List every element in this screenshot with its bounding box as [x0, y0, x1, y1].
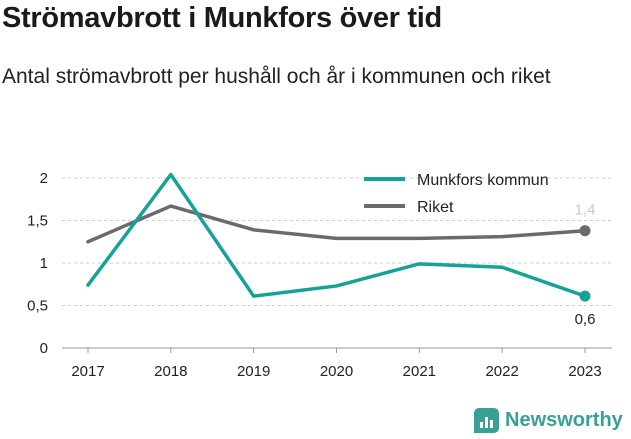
riket-end-label: 1,4	[575, 202, 596, 219]
chart-title: Strömavbrott i Munkfors över tid	[2, 2, 442, 34]
munkfors-end-point	[579, 290, 591, 302]
x-tick-label: 2023	[568, 363, 601, 380]
newsworthy-logo: Newsworthy	[474, 408, 623, 433]
x-tick-label: 2020	[320, 363, 353, 380]
riket-line	[86, 204, 587, 244]
x-tick-label: 2021	[403, 363, 436, 380]
y-tick-label: 1,5	[27, 213, 48, 230]
x-tick-label: 2018	[154, 363, 187, 380]
y-tick-label: 2	[40, 170, 48, 187]
munkfors-line	[86, 172, 587, 298]
legend-entry: Munkfors kommun	[417, 172, 549, 189]
brand-name: Newsworthy	[505, 409, 623, 431]
munkfors-end-label: 0,6	[575, 311, 596, 328]
x-tick-label: 2022	[485, 363, 518, 380]
riket-end-point	[579, 225, 591, 237]
chart-subtitle: Antal strömavbrott per hushåll och år i …	[2, 65, 551, 88]
y-tick-label: 0,5	[27, 298, 48, 315]
y-tick-label: 1	[40, 255, 48, 272]
y-tick-label: 0	[40, 340, 48, 357]
x-tick-label: 2019	[237, 363, 270, 380]
legend-entry: Riket	[417, 199, 454, 216]
x-tick-label: 2017	[71, 363, 104, 380]
bar-chart-icon	[474, 408, 499, 433]
